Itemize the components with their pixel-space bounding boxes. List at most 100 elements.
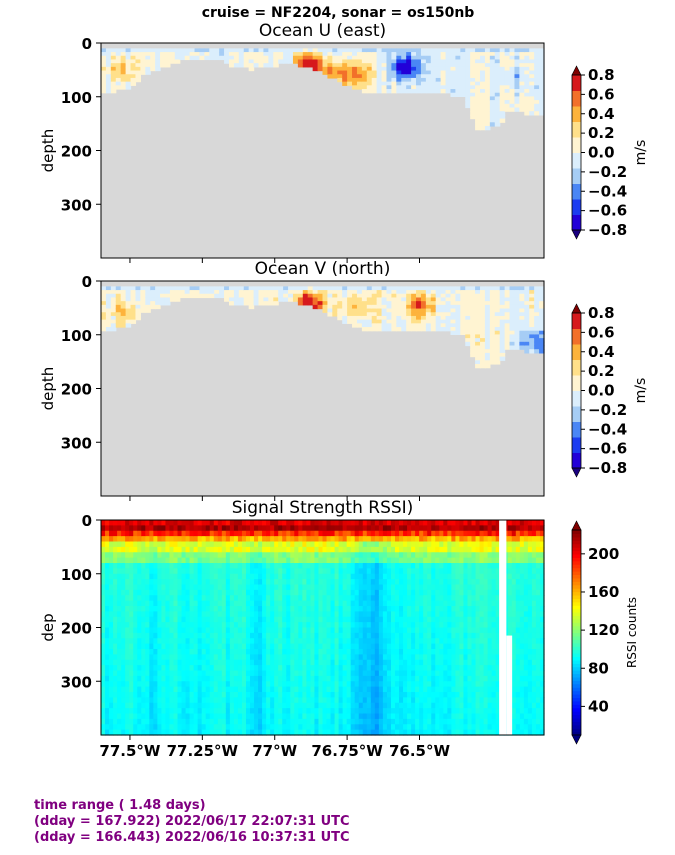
rssi-cell <box>137 579 142 586</box>
rssi-cell <box>399 713 404 720</box>
velocity-cell <box>470 74 476 79</box>
rssi-cell <box>362 584 368 591</box>
rssi-cell <box>262 606 267 612</box>
rssi-cell <box>221 552 227 559</box>
rssi-cell <box>302 670 307 677</box>
rssi-cell <box>386 520 392 526</box>
rssi-cell <box>165 675 171 682</box>
velocity-cell <box>228 52 235 57</box>
rssi-cell <box>330 665 336 672</box>
rssi-cell <box>185 595 191 602</box>
rssi-cell <box>362 697 368 704</box>
rssi-cell <box>282 568 287 575</box>
velocity-cell <box>435 308 442 313</box>
rssi-cell <box>403 702 408 709</box>
rssi-cell <box>145 589 150 596</box>
velocity-cell <box>519 77 525 83</box>
velocity-cell <box>219 55 225 61</box>
velocity-cell <box>120 297 127 302</box>
rssi-cell <box>318 530 324 537</box>
velocity-cell <box>401 48 407 53</box>
rssi-cell <box>362 563 368 569</box>
rssi-cell <box>266 563 271 569</box>
velocity-cell <box>248 290 255 295</box>
rssi-cell <box>105 697 110 704</box>
rssi-cell <box>213 616 219 623</box>
rssi-cell <box>282 708 287 715</box>
rssi-cell <box>141 649 146 655</box>
rssi-cell <box>129 573 134 580</box>
rssi-cell <box>229 686 235 693</box>
rssi-cell <box>185 665 191 672</box>
rssi-cell <box>113 568 118 575</box>
rssi-cell <box>145 600 150 607</box>
rssi-cell <box>330 692 336 698</box>
rssi-cell <box>258 600 263 607</box>
rssi-cell <box>290 670 295 677</box>
rssi-cell <box>342 552 348 559</box>
rssi-cell <box>399 557 404 564</box>
rssi-cell <box>229 724 235 731</box>
velocity-cell <box>105 327 112 332</box>
velocity-cell <box>342 55 348 61</box>
velocity-cell <box>312 59 319 64</box>
rssi-cell <box>173 654 179 661</box>
rssi-cell <box>157 568 163 575</box>
rssi-cell <box>334 632 340 639</box>
rssi-cell <box>274 654 279 661</box>
rssi-cell <box>145 606 150 612</box>
rssi-cell <box>370 665 376 672</box>
velocity-cell <box>101 81 107 86</box>
rssi-cell <box>129 627 134 634</box>
velocity-cell <box>529 297 535 302</box>
rssi-cell <box>173 568 179 575</box>
velocity-cell <box>228 48 235 53</box>
velocity-cell <box>238 63 245 68</box>
rssi-cell <box>318 595 324 602</box>
velocity-cell <box>263 59 269 64</box>
rssi-cell <box>137 632 142 639</box>
rssi-cell <box>298 686 303 693</box>
rssi-cell <box>354 724 360 731</box>
rssi-cell <box>189 692 195 698</box>
rssi-cell <box>258 670 263 677</box>
rssi-cell <box>314 718 320 725</box>
rssi-cell <box>330 708 336 715</box>
rssi-cell <box>346 622 352 629</box>
rssi-cell <box>290 622 295 629</box>
velocity-cell <box>224 55 230 61</box>
rssi-cell <box>358 718 364 725</box>
rssi-cell <box>201 546 207 553</box>
rssi-cell <box>346 708 352 715</box>
rssi-cell <box>165 632 171 639</box>
rssi-cell <box>217 718 223 725</box>
colorbar-label: m/s <box>633 140 649 166</box>
rssi-cell <box>374 649 380 655</box>
rssi-cell <box>193 713 199 720</box>
colorbar-extend-min <box>571 467 582 478</box>
colorbar-level <box>572 421 581 438</box>
rssi-cell <box>366 675 372 682</box>
rssi-cell <box>374 622 380 629</box>
velocity-cell <box>406 301 412 306</box>
rssi-cell <box>185 708 191 715</box>
rssi-cell <box>346 638 352 645</box>
rssi-cell <box>133 606 138 612</box>
velocity-cell <box>524 345 530 350</box>
rssi-cell <box>193 541 199 548</box>
rssi-cell <box>407 616 412 623</box>
rssi-cell <box>262 643 267 650</box>
rssi-cell <box>326 611 332 618</box>
rssi-cell <box>286 729 291 736</box>
rssi-cell <box>374 525 380 532</box>
velocity-cell <box>361 66 368 72</box>
velocity-cell <box>519 315 525 321</box>
velocity-cell <box>110 66 117 72</box>
velocity-cell <box>494 338 501 343</box>
rssi-cell <box>225 638 231 645</box>
rssi-cell <box>181 702 187 709</box>
velocity-cell <box>105 308 112 313</box>
velocity-cell <box>514 52 520 57</box>
rssi-cell <box>262 525 267 532</box>
rssi-cell <box>137 643 142 650</box>
